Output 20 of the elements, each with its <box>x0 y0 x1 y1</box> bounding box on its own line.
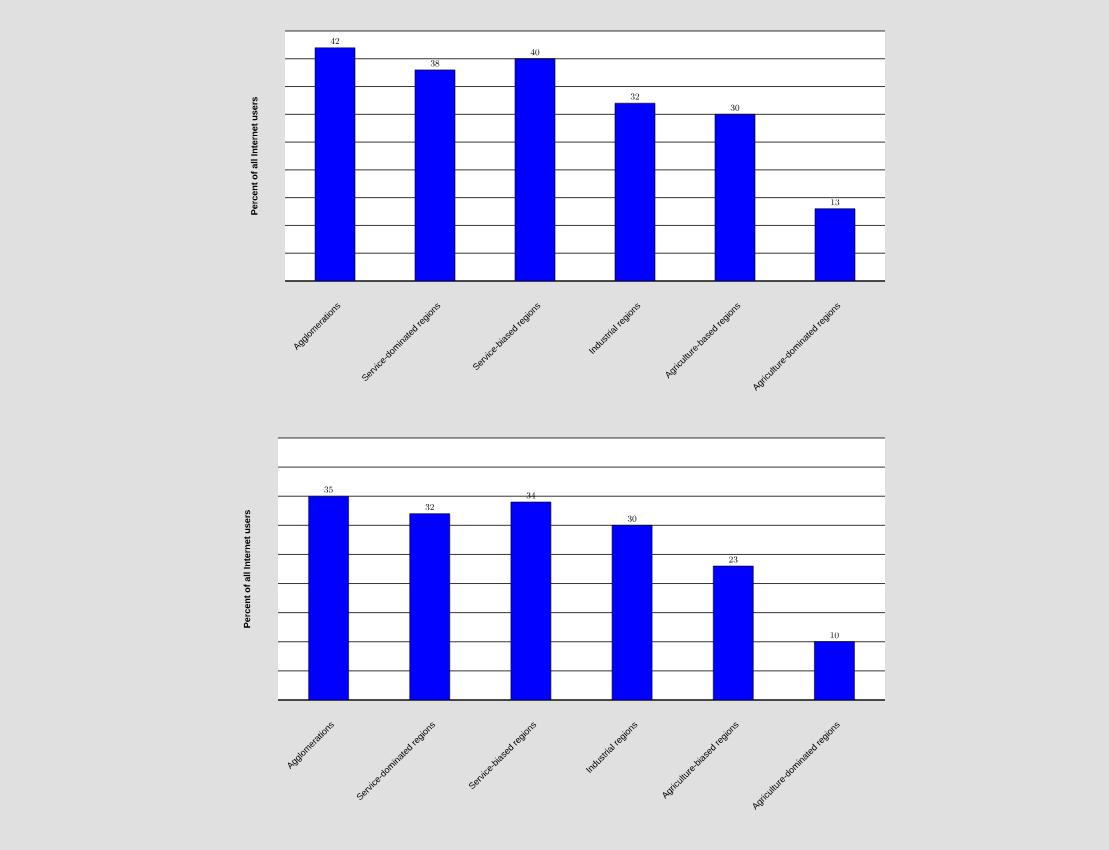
y-axis-title: Percent of all Internet users <box>250 97 258 215</box>
data-label: 13 <box>831 199 840 206</box>
data-label: 35 <box>324 486 333 493</box>
bar <box>614 102 656 281</box>
bar <box>414 69 456 281</box>
bar <box>814 208 856 281</box>
data-label: 32 <box>630 93 640 100</box>
data-label: 34 <box>526 492 536 499</box>
data-label: 42 <box>330 37 340 45</box>
data-label: 40 <box>530 49 540 56</box>
data-label: 10 <box>830 632 839 639</box>
data-label: 30 <box>730 104 740 111</box>
bar <box>714 114 756 281</box>
bar <box>514 58 556 281</box>
data-label: 30 <box>627 515 637 522</box>
data-label: 23 <box>729 556 738 563</box>
bar <box>314 47 356 281</box>
y-axis-title: Percent of all Internet users <box>243 510 251 628</box>
data-label: 38 <box>430 60 440 67</box>
data-label: 32 <box>425 504 434 511</box>
